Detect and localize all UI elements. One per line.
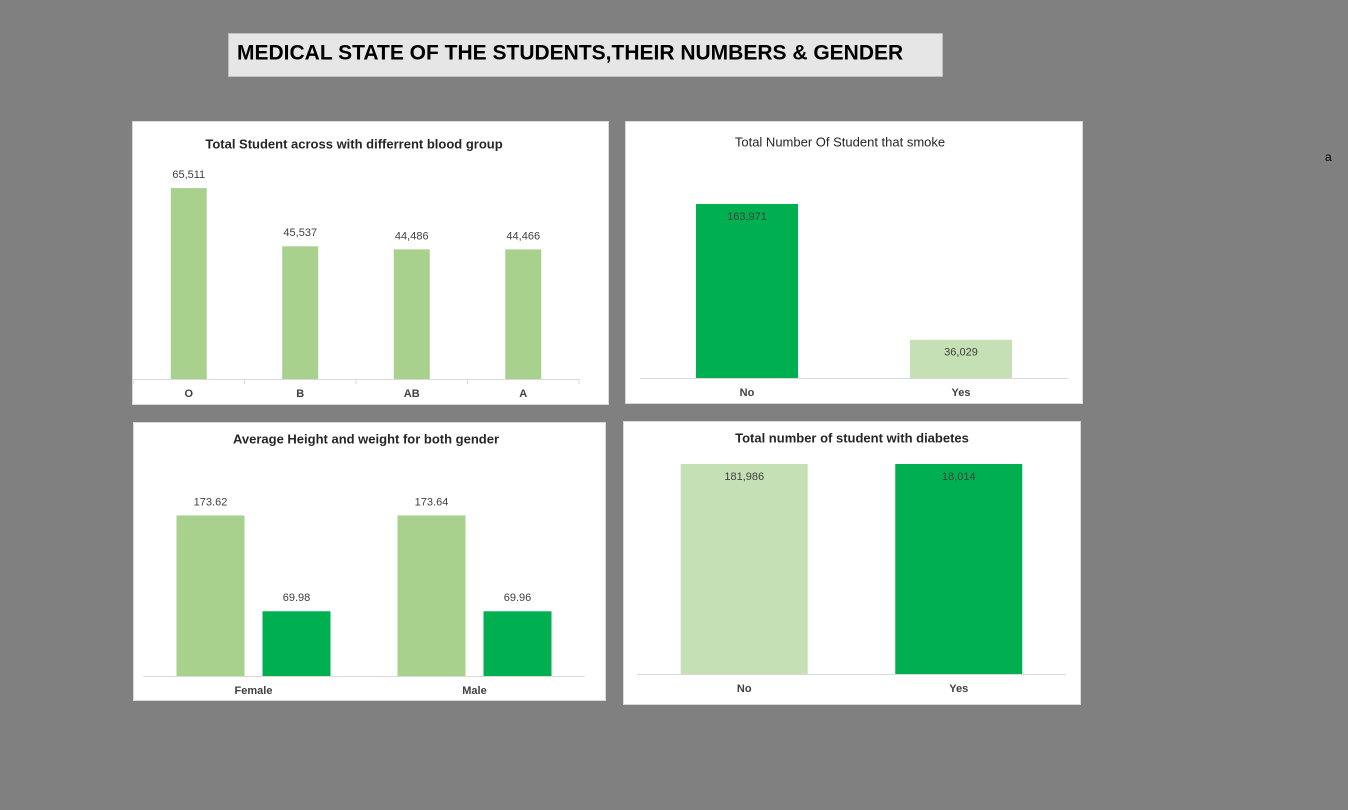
bar (393, 249, 430, 379)
x-tick-label: No (737, 683, 752, 695)
bar (262, 611, 331, 676)
bar (176, 515, 245, 676)
data-label: 173.62 (194, 496, 228, 508)
data-label: 65,511 (172, 169, 205, 181)
data-label: 69.96 (504, 592, 532, 604)
chart-title: Total number of student with diabetes (735, 430, 969, 445)
dashboard-title: MEDICAL STATE OF THE STUDENTS,THEIR NUMB… (237, 42, 903, 65)
x-tick-label: O (184, 388, 193, 400)
x-tick-label: Male (462, 685, 486, 697)
data-label: 173.64 (415, 496, 449, 508)
data-label: 163,971 (727, 211, 767, 223)
data-label: 18,014 (942, 471, 976, 483)
chart-title: Total Number Of Student that smoke (735, 134, 945, 149)
bar (696, 204, 798, 378)
bar (680, 464, 808, 674)
x-tick-label: Female (235, 685, 273, 697)
data-label: 44,486 (395, 230, 429, 242)
bar (505, 249, 542, 379)
data-label: 181,986 (724, 471, 764, 483)
bar (282, 246, 319, 379)
bar (397, 515, 466, 676)
x-tick-label: Yes (952, 387, 971, 399)
data-label: 44,466 (506, 230, 540, 242)
data-label: 45,537 (283, 227, 317, 239)
bar (483, 611, 552, 676)
bar (170, 188, 207, 379)
x-tick-label: AB (404, 388, 420, 400)
data-label: 36,029 (944, 347, 978, 359)
x-tick-label: Yes (949, 683, 968, 695)
x-tick-label: No (740, 387, 755, 399)
x-tick-label: B (296, 388, 304, 400)
x-tick-label: A (519, 388, 527, 400)
title-box (228, 33, 943, 77)
chart-title: Total Student across with differrent blo… (205, 136, 502, 151)
chart-title: Average Height and weight for both gende… (233, 431, 499, 446)
bar (895, 464, 1023, 674)
bar (910, 339, 1012, 378)
chart-panel (625, 121, 1083, 404)
data-label: 69.98 (283, 592, 311, 604)
cell-note: a (1325, 150, 1332, 164)
